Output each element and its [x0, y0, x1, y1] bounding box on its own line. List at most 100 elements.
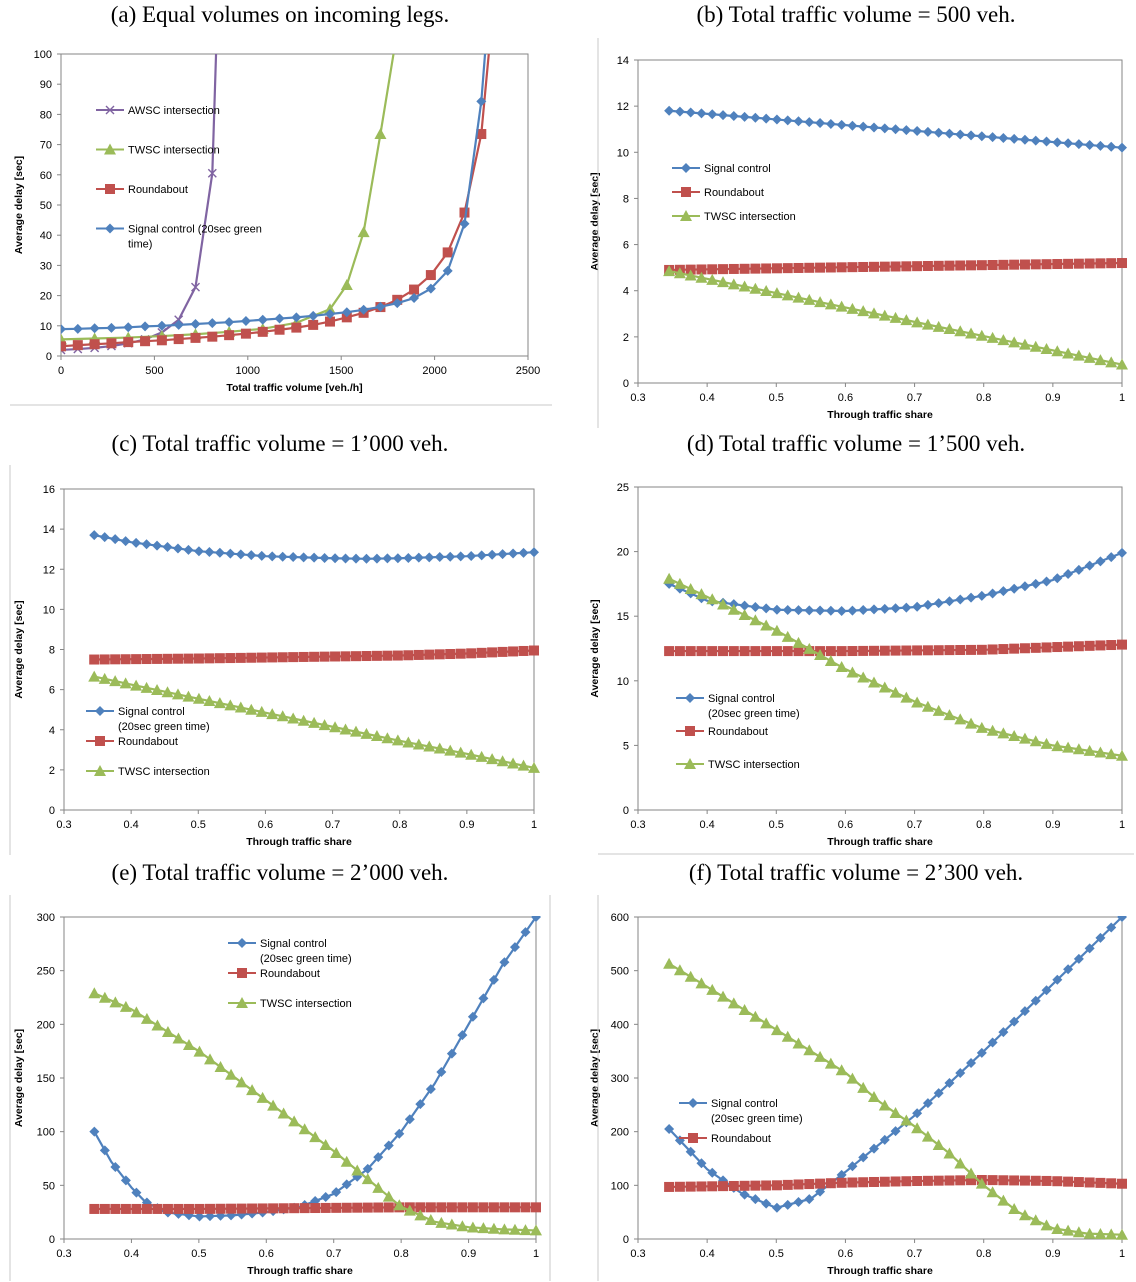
data-point-marker — [1051, 1222, 1064, 1234]
data-point-marker — [836, 605, 847, 616]
data-point-marker — [498, 1223, 511, 1235]
x-tick-label: 0.5 — [191, 819, 206, 831]
data-point-marker — [673, 267, 686, 279]
data-point-marker — [878, 309, 891, 321]
data-point-marker — [1029, 735, 1042, 747]
data-point-marker — [696, 646, 707, 657]
legend-label: Roundabout — [711, 1133, 771, 1145]
data-point-marker — [900, 1114, 913, 1126]
legend-label-continued: (20sec green time) — [708, 708, 800, 720]
data-point-marker — [392, 650, 403, 661]
data-point-marker — [298, 651, 309, 662]
legend-marker — [685, 726, 695, 736]
data-point-marker — [706, 273, 719, 285]
data-point-marker — [183, 544, 194, 555]
data-point-marker — [858, 645, 869, 656]
data-point-marker — [120, 536, 131, 547]
data-point-marker — [362, 1202, 373, 1213]
data-point-marker — [1117, 547, 1127, 558]
data-point-marker — [944, 1078, 955, 1089]
data-point-marker — [173, 334, 184, 345]
data-point-marker — [890, 1176, 901, 1187]
data-point-marker — [987, 1037, 998, 1048]
y-tick-label: 10 — [43, 604, 55, 616]
data-point-marker — [1083, 744, 1096, 756]
data-point-marker — [1030, 1175, 1041, 1186]
y-tick-label: 300 — [611, 1073, 629, 1085]
data-point-marker — [858, 605, 869, 616]
data-point-marker — [310, 1196, 321, 1207]
y-axis-label: Average delay [sec] — [589, 1029, 601, 1127]
data-point-marker — [944, 596, 955, 607]
data-point-marker — [771, 604, 782, 615]
data-point-marker — [1063, 1176, 1074, 1187]
data-point-marker — [782, 646, 793, 657]
data-point-marker — [933, 1088, 944, 1099]
data-point-marker — [867, 676, 880, 688]
data-point-marker — [858, 261, 869, 272]
legend-label: TWSC intersection — [708, 759, 800, 771]
data-point-marker — [987, 132, 998, 143]
data-point-marker — [803, 642, 816, 654]
data-point-marker — [933, 260, 944, 271]
y-tick-label: 15 — [617, 611, 629, 623]
data-point-marker — [966, 1057, 977, 1068]
y-tick-label: 25 — [617, 482, 629, 494]
data-point-marker — [161, 686, 174, 698]
data-point-marker — [1084, 258, 1095, 269]
data-point-marker — [508, 646, 519, 657]
data-point-marker — [297, 714, 310, 726]
data-point-marker — [825, 646, 836, 657]
x-axis-label: Through traffic share — [247, 1265, 353, 1277]
data-point-marker — [922, 645, 933, 656]
y-tick-label: 0 — [49, 1234, 55, 1246]
data-point-marker — [900, 691, 913, 703]
data-point-marker — [804, 605, 815, 616]
data-point-marker — [287, 712, 300, 724]
data-point-marker — [966, 1175, 977, 1186]
data-point-marker — [1117, 639, 1127, 650]
data-point-marker — [900, 314, 913, 326]
data-point-marker — [205, 1211, 216, 1222]
data-point-marker — [240, 315, 251, 326]
data-point-marker — [172, 1032, 185, 1044]
data-point-marker — [868, 261, 879, 272]
data-point-marker — [98, 672, 111, 684]
y-tick-label: 0 — [49, 805, 55, 817]
data-point-marker — [131, 1187, 142, 1198]
data-point-marker — [868, 122, 879, 133]
data-point-marker — [825, 1178, 836, 1189]
x-axis-label: Through traffic share — [827, 409, 933, 421]
data-point-marker — [944, 1175, 955, 1186]
x-tick-label: 0.6 — [838, 819, 853, 831]
data-point-marker — [1063, 258, 1074, 269]
data-point-marker — [1030, 995, 1041, 1006]
data-point-marker — [889, 686, 902, 698]
data-point-marker — [1009, 1016, 1020, 1027]
data-point-marker — [695, 271, 708, 283]
data-point-marker — [393, 1199, 406, 1211]
data-point-marker — [476, 129, 487, 140]
data-point-marker — [955, 594, 966, 605]
y-axis-label: Average delay [sec] — [13, 600, 25, 698]
data-point-marker — [412, 738, 425, 750]
y-tick-label: 10 — [40, 321, 52, 333]
data-point-marker — [987, 588, 998, 599]
data-point-marker — [193, 653, 204, 664]
y-tick-label: 5 — [623, 740, 629, 752]
y-tick-label: 2 — [623, 332, 629, 344]
data-point-marker — [846, 666, 859, 678]
legend-label: TWSC intersection — [128, 145, 220, 157]
data-point-marker — [467, 1011, 478, 1022]
data-point-marker — [529, 645, 539, 656]
data-point-marker — [932, 704, 945, 716]
data-point-marker — [685, 1146, 696, 1157]
y-tick-label: 200 — [611, 1127, 629, 1139]
data-point-marker — [695, 977, 708, 989]
data-point-marker — [89, 339, 100, 350]
data-point-marker — [717, 276, 730, 288]
data-point-marker — [879, 123, 890, 134]
data-point-marker — [922, 126, 933, 137]
data-point-marker — [1052, 137, 1063, 148]
data-point-marker — [382, 553, 393, 564]
